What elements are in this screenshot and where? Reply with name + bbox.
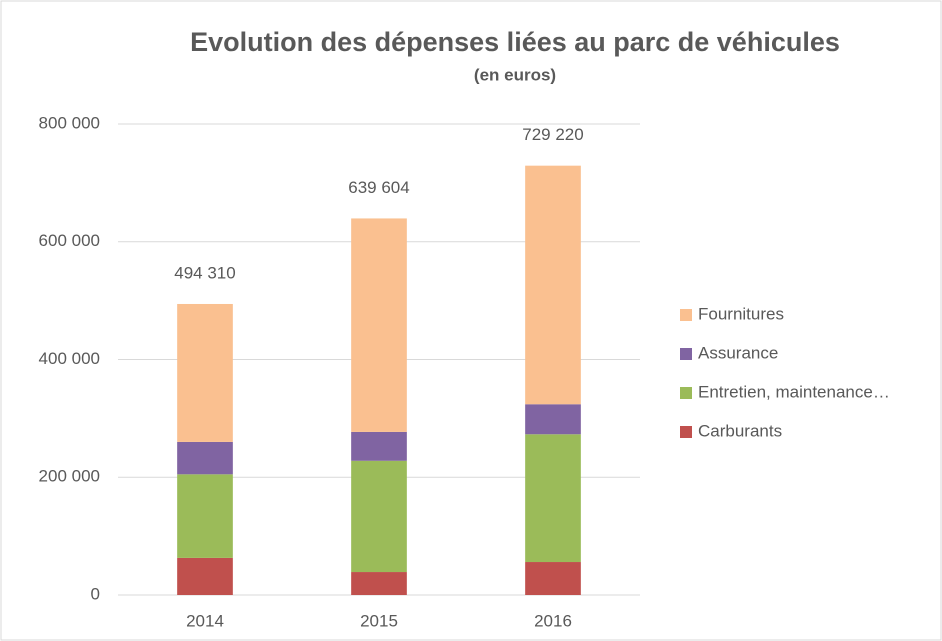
y-tick-label: 800 000 — [39, 113, 100, 132]
legend-label: Assurance — [698, 343, 778, 362]
bar-segment — [525, 434, 581, 563]
bar-segment — [351, 460, 407, 573]
bar-segment — [177, 557, 233, 595]
bar-segment — [525, 404, 581, 435]
bar-segment — [177, 303, 233, 442]
bar-segment — [177, 441, 233, 475]
total-label: 494 310 — [174, 263, 235, 282]
legend-label: Entretien, maintenance… — [698, 382, 890, 401]
total-label: 639 604 — [348, 178, 409, 197]
legend-swatch — [680, 348, 692, 360]
bar-segment — [177, 474, 233, 558]
bar-segment — [525, 165, 581, 405]
legend-label: Fournitures — [698, 304, 784, 323]
chart-title: Evolution des dépenses liées au parc de … — [190, 27, 840, 57]
bar-segment — [351, 218, 407, 432]
legend-swatch — [680, 309, 692, 321]
y-tick-label: 600 000 — [39, 231, 100, 250]
x-tick-label: 2014 — [186, 611, 224, 630]
bar-segment — [351, 572, 407, 595]
y-tick-label: 400 000 — [39, 349, 100, 368]
y-tick-label: 0 — [91, 584, 100, 603]
x-tick-label: 2016 — [534, 611, 572, 630]
legend-swatch — [680, 426, 692, 438]
chart-subtitle: (en euros) — [474, 65, 556, 84]
bar-segment — [351, 431, 407, 461]
total-label: 729 220 — [522, 125, 583, 144]
x-tick-label: 2015 — [360, 611, 398, 630]
bar-segment — [525, 562, 581, 595]
legend-swatch — [680, 387, 692, 399]
y-tick-label: 200 000 — [39, 467, 100, 486]
legend-label: Carburants — [698, 421, 782, 440]
